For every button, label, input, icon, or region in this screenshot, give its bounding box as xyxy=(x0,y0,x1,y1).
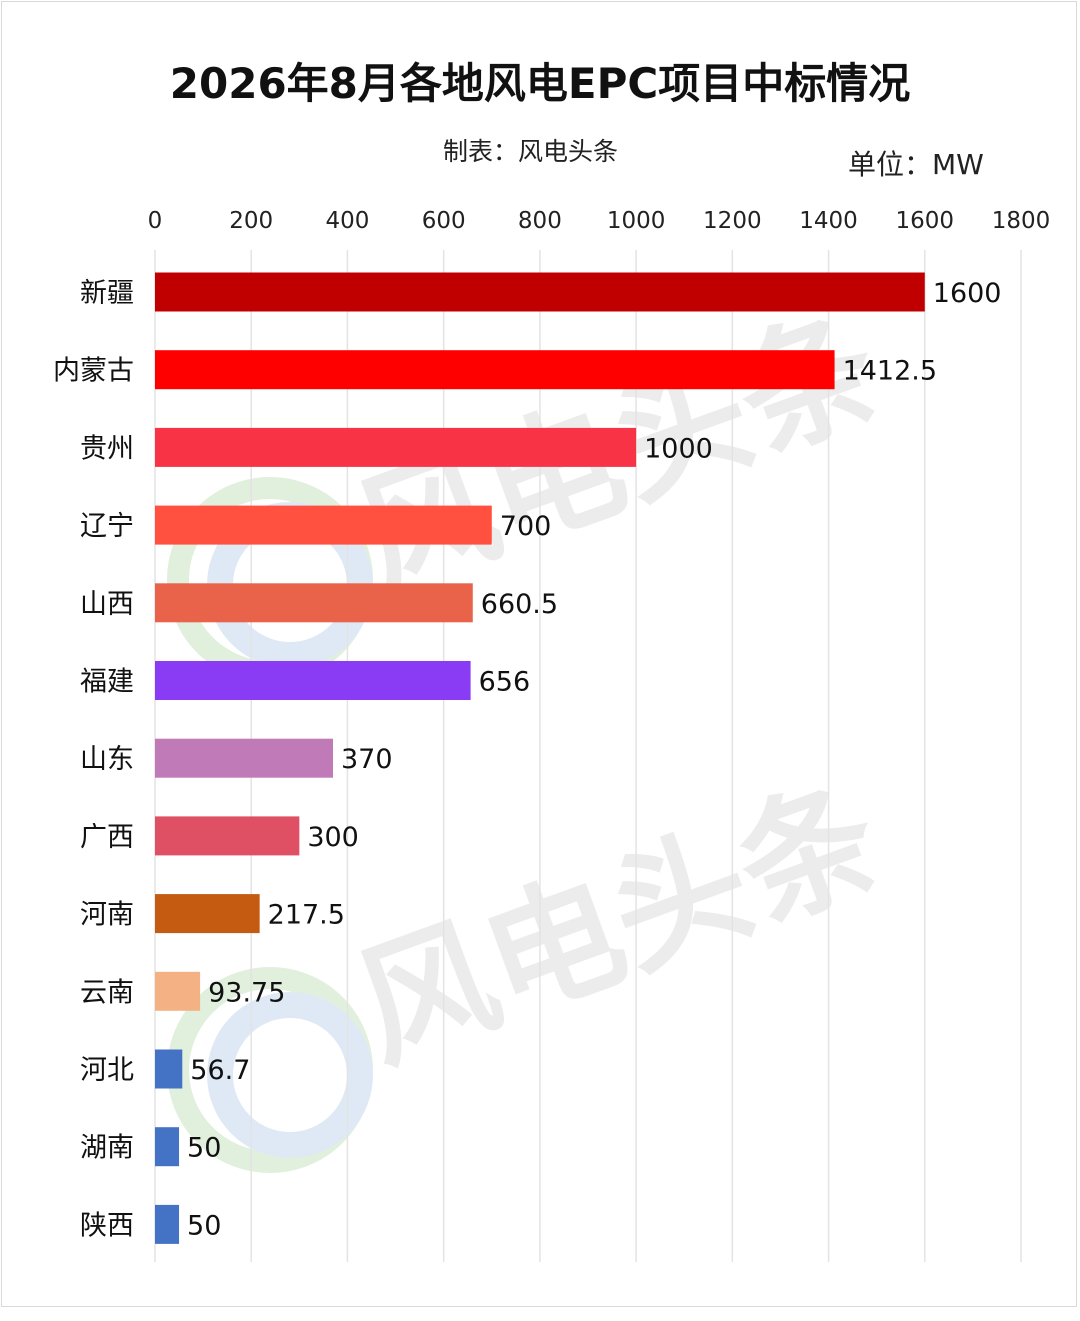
category-label-12: 陕西 xyxy=(80,1210,134,1241)
x-tick-label-0: 0 xyxy=(148,208,163,234)
category-label-3: 辽宁 xyxy=(80,511,134,542)
x-tick-label-1: 200 xyxy=(229,208,273,234)
chart-title: 2026年8月各地风电EPC项目中标情况 xyxy=(169,59,911,108)
value-label-8: 217.5 xyxy=(268,900,345,931)
bar-4 xyxy=(155,583,473,623)
bar-12 xyxy=(155,1204,180,1244)
category-label-11: 湖南 xyxy=(80,1133,134,1164)
value-label-2: 1000 xyxy=(644,433,713,464)
bar-2 xyxy=(155,427,637,467)
chart-credit: 制表：风电头条 xyxy=(443,137,619,166)
category-label-9: 云南 xyxy=(80,977,134,1008)
bar-3 xyxy=(155,505,492,545)
category-label-6: 山东 xyxy=(80,744,134,775)
category-label-1: 内蒙古 xyxy=(53,356,134,387)
x-tick-label-2: 400 xyxy=(325,208,369,234)
x-tick-label-4: 800 xyxy=(518,208,562,234)
x-tick-label-8: 1600 xyxy=(896,208,955,234)
value-label-4: 660.5 xyxy=(481,589,558,620)
category-label-4: 山西 xyxy=(80,589,134,620)
x-tick-label-5: 1000 xyxy=(607,208,666,234)
value-label-6: 370 xyxy=(341,744,393,775)
value-label-7: 300 xyxy=(307,822,359,853)
value-label-12: 50 xyxy=(187,1210,221,1241)
bar-6 xyxy=(155,738,334,778)
value-label-11: 50 xyxy=(187,1133,221,1164)
x-tick-label-3: 600 xyxy=(422,208,466,234)
value-label-9: 93.75 xyxy=(208,977,285,1008)
x-tick-label-6: 1200 xyxy=(703,208,762,234)
category-label-0: 新疆 xyxy=(80,278,134,309)
x-tick-label-7: 1400 xyxy=(799,208,858,234)
bar-8 xyxy=(155,894,260,934)
bar-7 xyxy=(155,816,300,856)
category-label-8: 河南 xyxy=(80,900,134,931)
value-label-3: 700 xyxy=(500,511,552,542)
category-label-10: 河北 xyxy=(80,1055,134,1086)
bar-5 xyxy=(155,661,471,700)
category-label-5: 福建 xyxy=(80,667,134,698)
bar-1 xyxy=(155,350,835,390)
bar-11 xyxy=(155,1127,180,1167)
value-label-1: 1412.5 xyxy=(843,356,937,387)
value-label-5: 656 xyxy=(479,667,531,698)
chart-unit: 单位：MW xyxy=(848,148,984,181)
value-label-10: 56.7 xyxy=(190,1055,250,1086)
x-tick-label-9: 1800 xyxy=(992,208,1051,234)
bar-9 xyxy=(155,971,201,1011)
value-label-0: 1600 xyxy=(933,278,1002,309)
category-label-2: 贵州 xyxy=(80,433,134,464)
bar-0 xyxy=(155,272,925,312)
category-label-7: 广西 xyxy=(80,822,134,853)
bar-10 xyxy=(155,1049,183,1089)
